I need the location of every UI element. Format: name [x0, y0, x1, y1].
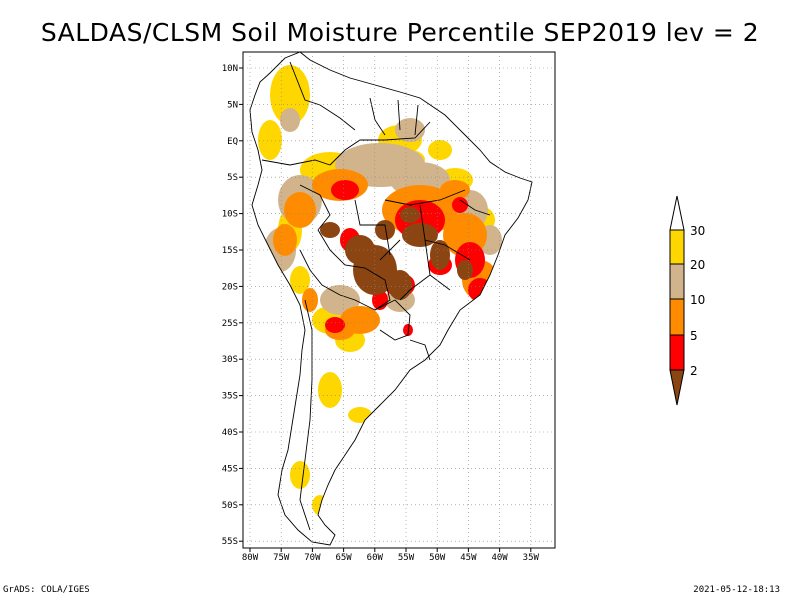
percentile-5-10-patch — [273, 224, 297, 256]
colorbar-red — [669, 334, 685, 371]
grads-credit: GrADS: COLA/IGES — [3, 585, 90, 595]
lon-label: 80W — [242, 553, 259, 563]
lat-label: 55S — [222, 537, 238, 547]
lat-label: 45S — [222, 464, 238, 474]
lon-label: 55W — [398, 553, 415, 563]
lon-label: 65W — [335, 553, 352, 563]
lat-label: 30S — [222, 355, 238, 365]
lon-label: 50W — [429, 553, 446, 563]
border-uruguay — [409, 339, 431, 361]
percentile-10-20-patch — [320, 285, 360, 315]
lat-label: 35S — [222, 392, 238, 402]
brazil-states — [354, 189, 491, 301]
percentile-10-20-patch — [395, 118, 425, 142]
border-paraguay — [374, 299, 411, 341]
percentile-below-2-patch — [388, 270, 412, 300]
colorbar: 30 20 10 5 2 — [669, 195, 705, 406]
latitude-labels: 10N 5N EQ 5S 10S 15S 20S 25S 30S 35S 40S 45S 50S 55S — [222, 64, 243, 547]
lat-label: 50S — [222, 501, 238, 511]
percentile-below-2-patch — [400, 207, 420, 223]
percentile-5-10-patch — [440, 180, 470, 200]
border-bolivia — [299, 229, 391, 311]
colorbar-label-20: 20 — [690, 258, 705, 272]
lat-label: 20S — [222, 282, 238, 292]
map-title: SALDAS/CLSM Soil Moisture Percentile SEP… — [40, 18, 760, 47]
border-chile-argentina — [299, 299, 313, 531]
percentile-below-2-patch — [402, 223, 438, 247]
percentile-20-30-patch — [290, 461, 310, 489]
gridlines — [243, 52, 555, 548]
colorbar-label-5: 5 — [690, 329, 698, 343]
percentile-2-5-patch — [325, 317, 345, 333]
percentile-20-30-patch — [318, 372, 342, 408]
percentile-below-2-patch — [457, 260, 473, 280]
percentile-below-2-patch — [375, 220, 395, 240]
lat-label: 25S — [222, 319, 238, 329]
lat-label: EQ — [227, 137, 238, 147]
longitude-labels: 80W 75W 70W 65W 60W 55W 50W 45W 40W 35W — [242, 548, 540, 563]
lon-label: 70W — [304, 553, 321, 563]
percentile-5-10-patch — [302, 288, 318, 312]
percentile-20-30-patch — [428, 140, 452, 160]
border-suriname-guiana — [397, 99, 419, 136]
percentile-20-30-patch — [258, 120, 282, 160]
colorbar-top-arrow — [669, 195, 685, 231]
lat-label: 15S — [222, 246, 238, 256]
lon-label: 60W — [367, 553, 384, 563]
percentile-2-5-patch — [452, 197, 468, 213]
border-brazil-north — [329, 121, 431, 166]
colorbar-tan — [669, 263, 685, 300]
percentile-2-5-patch — [331, 180, 359, 200]
colorbar-label-2: 2 — [690, 364, 698, 378]
lon-label: 40W — [491, 553, 508, 563]
timestamp: 2021-05-12-18:13 — [693, 585, 780, 595]
percentile-below-2-patch — [320, 222, 340, 238]
colorbar-orange — [669, 298, 685, 336]
lat-label: 40S — [222, 428, 238, 438]
colorbar-gold — [669, 229, 685, 265]
lon-label: 35W — [523, 553, 540, 563]
percentile-20-30-patch — [270, 65, 310, 125]
lat-label: 10N — [222, 64, 238, 74]
lat-label: 5S — [227, 173, 238, 183]
percentile-shading — [258, 65, 502, 515]
lat-label: 5N — [227, 100, 238, 110]
lon-label: 75W — [273, 553, 290, 563]
border-colombia-peru — [261, 159, 331, 166]
border-peru-brazil — [299, 184, 331, 231]
lon-label: 45W — [460, 553, 477, 563]
percentile-5-10-patch — [284, 192, 316, 228]
lat-label: 10S — [222, 210, 238, 220]
colorbar-label-10: 10 — [690, 293, 705, 307]
colorbar-bottom-arrow — [669, 369, 685, 406]
colorbar-label-30: 30 — [690, 224, 705, 238]
border-colombia-venezuela — [289, 61, 356, 131]
coastline — [249, 52, 533, 546]
percentile-below-2-patch — [430, 240, 450, 270]
percentile-20-30-patch — [290, 266, 310, 294]
percentile-2-5-patch — [403, 324, 413, 336]
percentile-10-20-patch — [280, 108, 300, 132]
